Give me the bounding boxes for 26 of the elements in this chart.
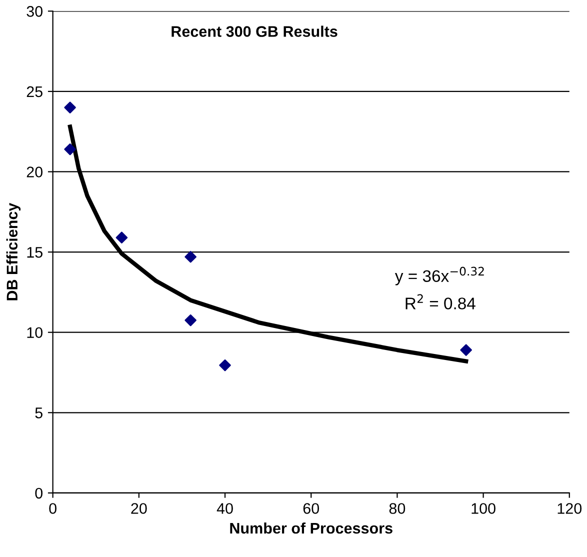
point [184,250,196,263]
x-axis-title: Number of Processors [230,522,392,534]
y-tick-label: 15 [27,247,42,258]
y-tick-label: 30 [26,6,43,17]
x-tick-label: 80 [389,503,406,514]
annotation: R$^{2}$ = 0.84 [406,294,476,310]
x-tick-label: 60 [303,503,320,514]
point [64,143,76,156]
annotation: y = 36x$^{−0.32}$ [394,266,484,286]
point [64,102,76,114]
point [116,232,128,244]
point [219,359,231,372]
x-tick-label: 0 [49,503,56,514]
y-axis-title: DB Efficiency [6,202,21,300]
y-tick-label: 20 [26,166,43,178]
point [460,344,472,356]
y-tick-label: 0 [35,488,43,499]
text: Recent 300 GB Results [172,26,338,37]
x-tick-label: 100 [472,503,496,514]
y-tick-label: 10 [27,327,43,338]
point [184,314,196,326]
y-tick-label: 25 [26,86,42,98]
x-tick-label: 40 [216,503,233,514]
y-tick-label: 5 [35,408,42,418]
x-tick-label: 20 [131,503,147,514]
x-tick-label: 120 [558,503,582,514]
